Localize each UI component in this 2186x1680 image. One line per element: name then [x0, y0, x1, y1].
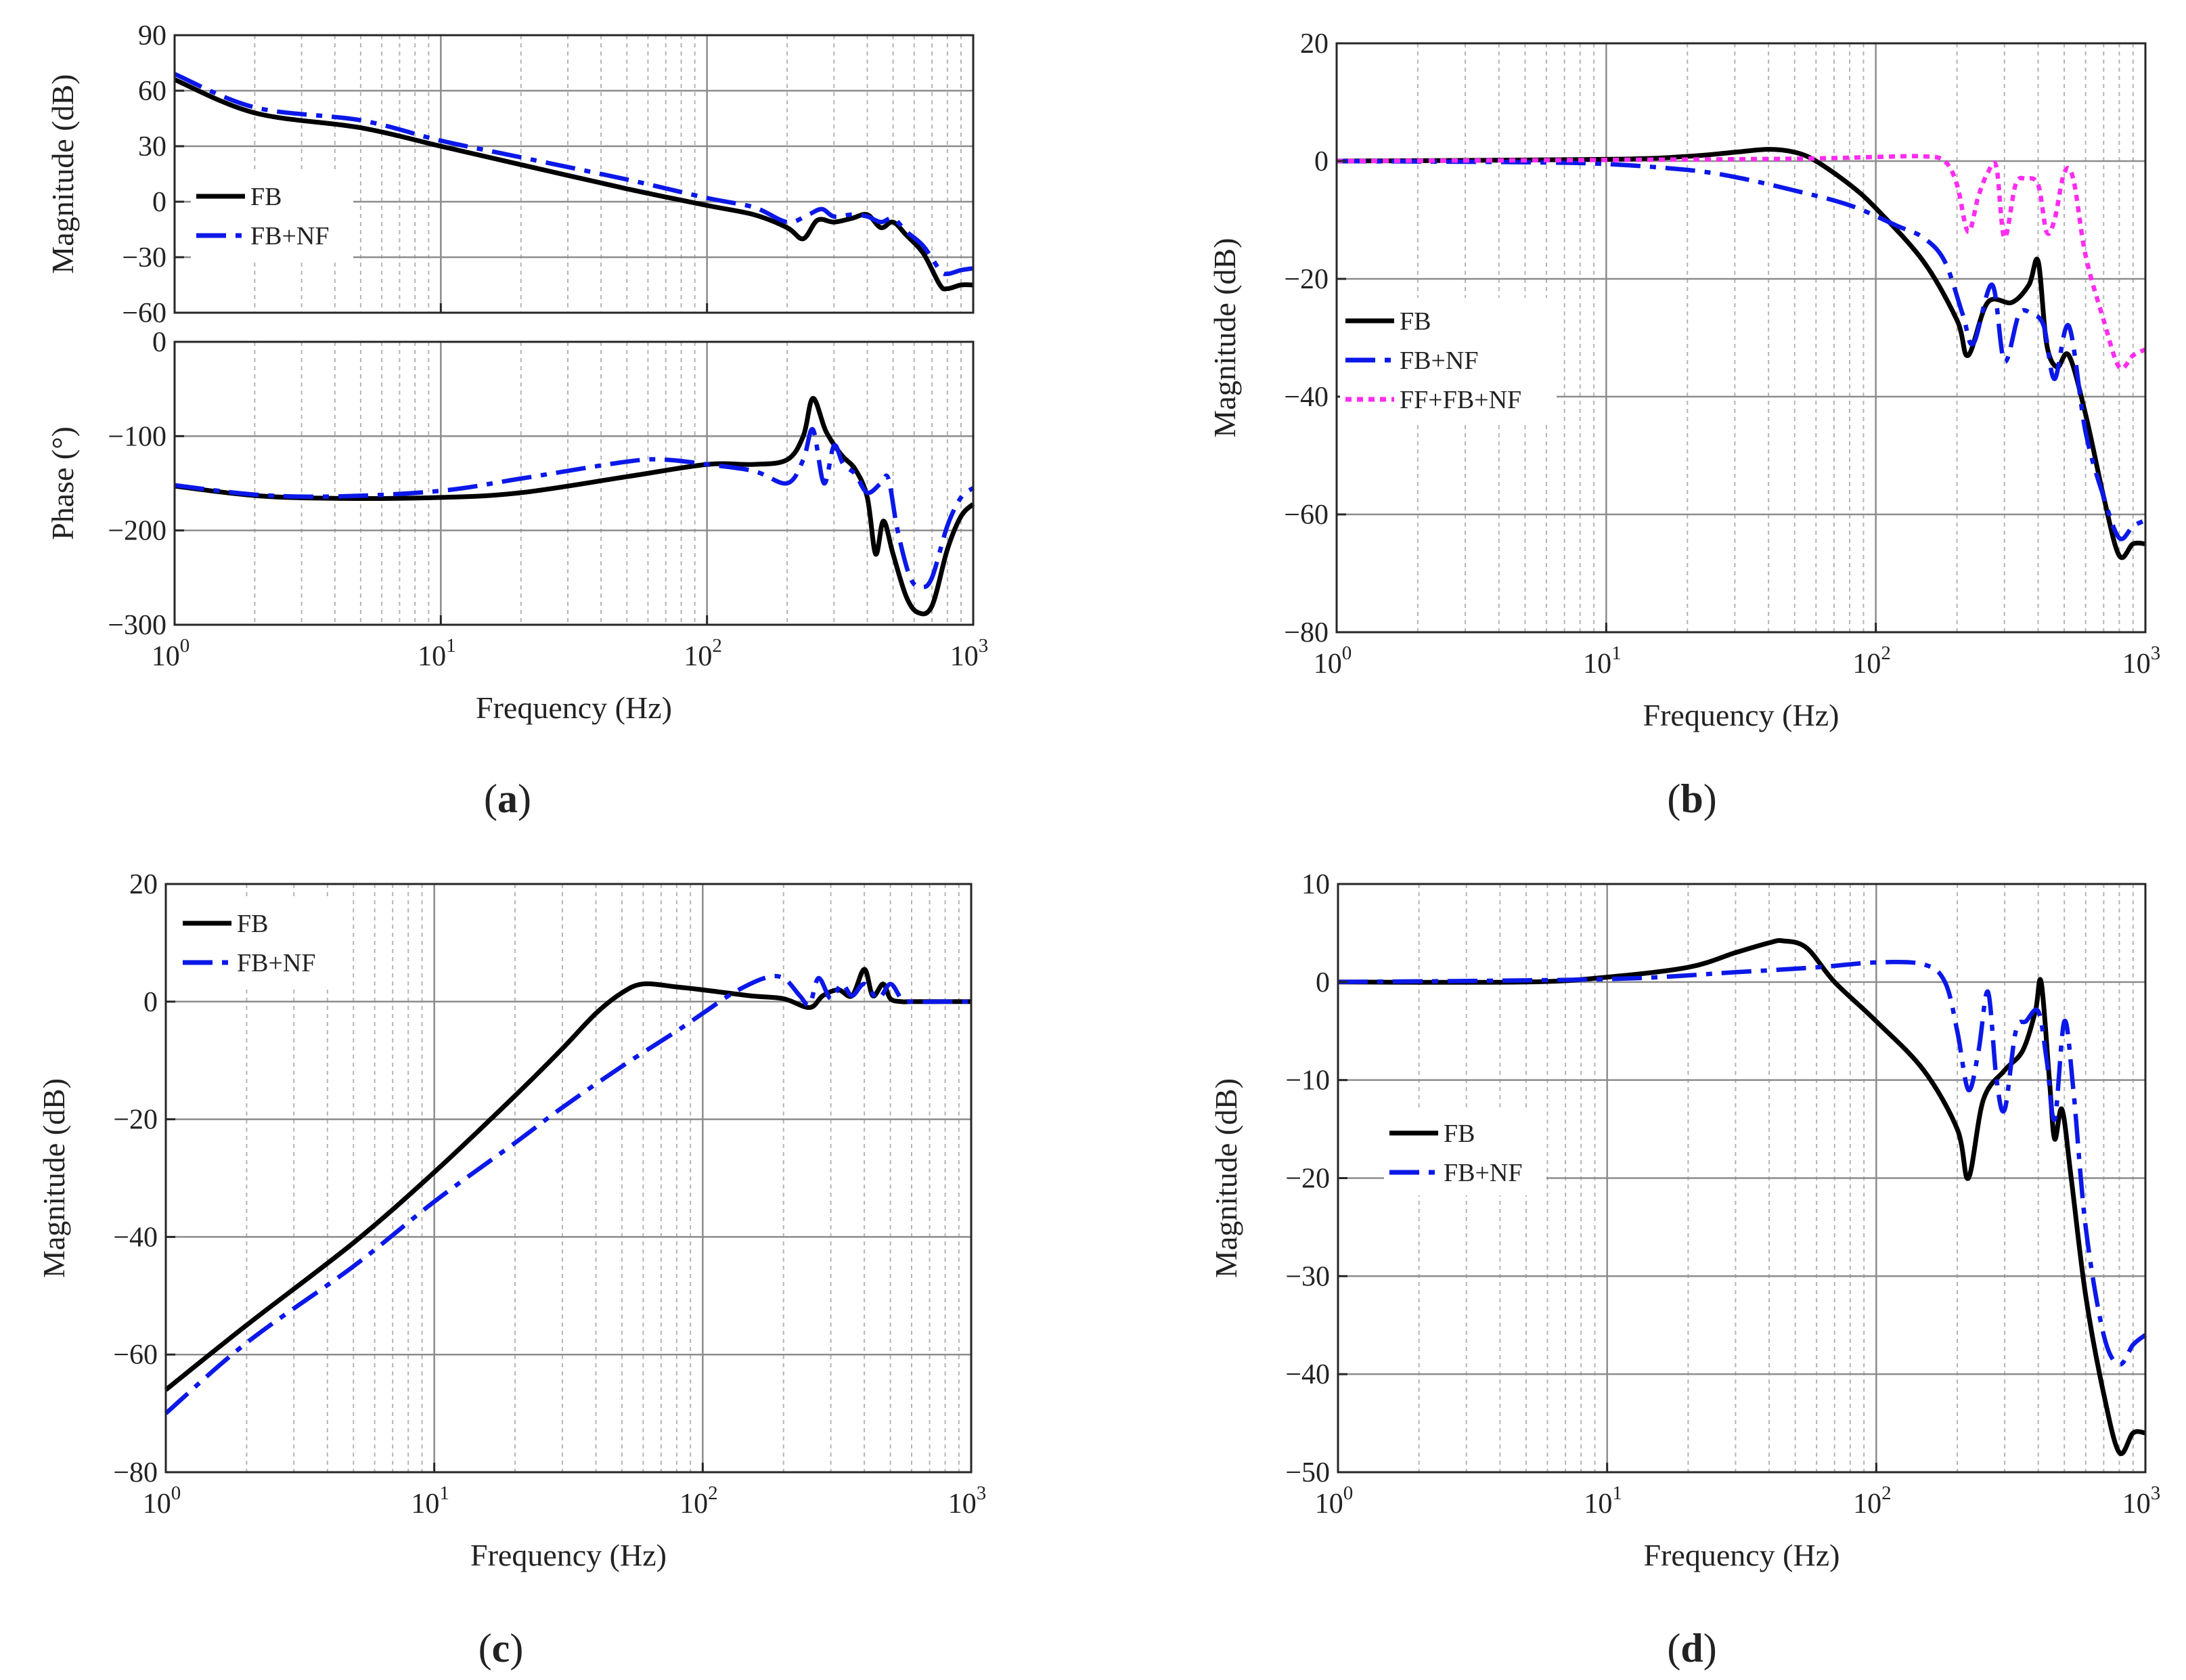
legend-background	[1384, 1110, 1546, 1195]
chart-a_phase: −300 −200 −100 0 100 101 102 103 Frequency (Hz) P…	[45, 327, 988, 725]
legend-background	[177, 900, 340, 986]
legend-label: FB+NF	[250, 222, 330, 250]
axes-box	[164, 883, 973, 1474]
legend-label: FB+NF	[1400, 347, 1479, 375]
panel-label-a: (a)	[484, 776, 531, 821]
y-tick-label: −10	[1285, 1065, 1330, 1097]
x-tick-label: 101	[1584, 1482, 1622, 1520]
x-axis-title: Frequency (Hz)	[1643, 698, 1839, 732]
y-tick-label: −40	[1284, 382, 1329, 413]
x-tick-label: 103	[948, 1482, 987, 1520]
series-line-fb-nf	[1337, 959, 2147, 1367]
y-tick-label: 0	[152, 327, 166, 358]
x-tick-label: 103	[2122, 1482, 2161, 1520]
series-line-fb	[164, 967, 971, 1392]
series-line-fb-nf	[173, 72, 974, 276]
y-axis-title: Magnitude (dB)	[1207, 238, 1242, 437]
y-tick-label: 90	[138, 20, 166, 51]
x-tick-label: 102	[679, 1482, 718, 1520]
legend-label: FB	[1444, 1120, 1475, 1148]
x-tick-label: 102	[684, 635, 722, 672]
series-line-fb-nf	[1336, 158, 2147, 541]
x-tick-label: 103	[950, 635, 989, 672]
series-line-fb	[174, 396, 975, 617]
y-tick-label: −60	[113, 1340, 158, 1371]
series-line-fb-nf	[164, 973, 971, 1415]
y-tick-label: −20	[113, 1105, 158, 1136]
y-tick-label: −300	[108, 610, 166, 641]
x-tick-label: 101	[418, 635, 456, 672]
y-axis-title: Phase (°)	[45, 426, 80, 540]
legend-background	[191, 173, 353, 259]
x-tick-label: 100	[1314, 642, 1352, 680]
axes-box	[173, 340, 975, 626]
axes-box	[1335, 42, 2147, 634]
y-tick-label: −20	[1284, 264, 1329, 295]
chart-d: −50 −40 −30 −20 −10 0 10 100 101 102 103 Frequency …	[1209, 869, 2160, 1572]
y-tick-label: −40	[1285, 1359, 1330, 1390]
x-tick-label: 100	[152, 635, 190, 672]
legend-label: FB	[237, 910, 268, 938]
axes-box	[173, 34, 975, 314]
x-axis-title: Frequency (Hz)	[470, 1538, 667, 1572]
series-line-fb	[173, 77, 974, 292]
legend-a_mag: FB FB+NF	[191, 173, 353, 259]
series-line-fb	[1336, 147, 2146, 560]
y-tick-label: −80	[1284, 617, 1329, 648]
y-axis-title: Magnitude (dB)	[45, 74, 80, 273]
legend-label: FB	[1400, 307, 1431, 336]
series-line-fb-nf	[174, 427, 975, 590]
y-tick-label: 0	[1316, 967, 1330, 998]
legend-label: FB+NF	[1444, 1159, 1523, 1187]
legend-label: FB+NF	[237, 949, 316, 977]
x-tick-label: 102	[1853, 1482, 1892, 1520]
y-axis-title: Magnitude (dB)	[1209, 1078, 1243, 1278]
y-tick-label: 0	[1314, 146, 1329, 177]
y-tick-label: −60	[122, 298, 166, 329]
legend-label: FF+FB+NF	[1400, 386, 1521, 414]
y-tick-label: 20	[1300, 28, 1329, 60]
y-tick-label: 10	[1301, 869, 1330, 900]
panel-label-b: (b)	[1667, 776, 1716, 821]
grid-d	[1338, 884, 2145, 1472]
y-tick-label: −40	[113, 1222, 158, 1253]
y-tick-label: −60	[1284, 500, 1329, 531]
y-tick-label: −30	[1285, 1261, 1330, 1292]
x-axis-title: Frequency (Hz)	[476, 690, 672, 725]
chart-c: −80 −60 −40 −20 0 20 100 101 102 103 Frequency (Hz…	[37, 869, 986, 1572]
y-tick-label: −20	[1285, 1164, 1330, 1195]
legend-d: FB FB+NF	[1384, 1110, 1546, 1195]
y-tick-label: 20	[129, 869, 158, 900]
y-tick-label: 0	[143, 987, 158, 1018]
x-axis-title: Frequency (Hz)	[1644, 1538, 1840, 1572]
chart-b: −80 −60 −40 −20 0 20 100 101 102 103 Frequency (Hz…	[1207, 28, 2160, 732]
legend-c: FB FB+NF	[177, 900, 340, 986]
x-tick-label: 100	[143, 1482, 181, 1520]
x-tick-label: 101	[1583, 642, 1622, 680]
panel-label-d: (d)	[1667, 1626, 1716, 1671]
series-line-fb	[1337, 938, 2146, 1457]
chart-a_mag: −60 −30 0 30 60 90 Magnitude (dB) FB FB+NF	[45, 20, 975, 329]
y-axis-title: Magnitude (dB)	[37, 1078, 71, 1278]
panel-label-c: (c)	[478, 1626, 524, 1671]
x-tick-label: 103	[2122, 642, 2161, 680]
legend-label: FB	[250, 183, 282, 211]
y-tick-label: 30	[138, 131, 166, 162]
x-tick-label: 100	[1315, 1482, 1354, 1520]
y-tick-label: −100	[108, 421, 166, 452]
legend-b: FB FB+NF FF+FB+NF	[1340, 298, 1557, 422]
y-tick-label: 60	[138, 76, 166, 107]
y-tick-label: −30	[122, 242, 166, 273]
x-tick-label: 101	[411, 1482, 449, 1520]
series-line-ff-fb-nf	[1336, 154, 2147, 371]
y-tick-label: 0	[152, 187, 166, 218]
y-tick-label: −50	[1285, 1457, 1330, 1488]
y-tick-label: −80	[113, 1457, 158, 1488]
y-tick-label: −200	[108, 516, 166, 547]
x-tick-label: 102	[1852, 642, 1891, 680]
